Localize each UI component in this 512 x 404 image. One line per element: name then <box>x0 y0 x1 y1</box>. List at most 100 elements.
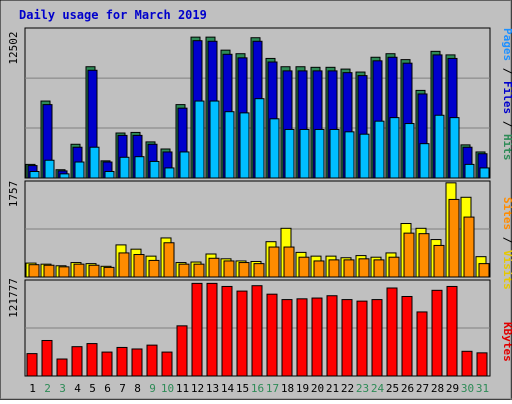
bar-pages <box>149 160 160 179</box>
legend-segment: / <box>501 61 512 81</box>
bar-pages <box>194 100 205 179</box>
bar-sites <box>238 262 250 278</box>
bar-pages <box>44 159 55 179</box>
legend-segment: Visits <box>501 250 512 290</box>
bar-kbytes <box>281 299 293 377</box>
bar-kbytes <box>401 295 413 377</box>
bar-sites <box>433 244 445 278</box>
bar-pages <box>359 133 370 179</box>
x-tick-label: 3 <box>59 382 66 395</box>
bar-sites <box>313 260 325 278</box>
bar-pages <box>299 128 310 179</box>
x-tick-label: 11 <box>176 382 189 395</box>
bar-pages <box>104 170 115 179</box>
bar-sites <box>403 232 415 278</box>
bar-kbytes <box>26 353 38 377</box>
y-max-visits: 1757 <box>7 181 20 208</box>
bar-kbytes <box>41 339 53 377</box>
x-tick-label: 21 <box>326 382 339 395</box>
x-tick-label: 27 <box>416 382 429 395</box>
bar-sites <box>43 264 55 278</box>
bar-sites <box>448 198 460 278</box>
bar-kbytes <box>431 289 443 377</box>
bar-pages <box>59 173 70 179</box>
bar-sites <box>418 233 430 278</box>
bar-sites <box>58 266 70 278</box>
bar-sites <box>223 260 235 278</box>
bar-pages <box>389 117 400 179</box>
bar-sites <box>283 246 295 278</box>
bar-kbytes <box>236 290 248 377</box>
bar-sites <box>28 264 40 278</box>
bar-pages <box>179 151 190 179</box>
bar-kbytes <box>221 285 233 377</box>
bar-kbytes <box>371 299 383 377</box>
x-tick-label: 28 <box>431 382 444 395</box>
bar-kbytes <box>56 358 68 377</box>
bar-pages <box>209 100 220 179</box>
bar-sites <box>193 263 205 278</box>
bar-kbytes <box>356 300 368 377</box>
bar-kbytes <box>311 297 323 377</box>
x-tick-label: 18 <box>281 382 294 395</box>
bar-sites <box>118 252 130 278</box>
y-max-kbytes: 121777 <box>7 278 20 318</box>
bar-sites <box>268 246 280 278</box>
x-tick-label: 31 <box>476 382 489 395</box>
x-tick-label: 13 <box>206 382 219 395</box>
bar-kbytes <box>71 346 83 377</box>
bar-kbytes <box>86 343 98 377</box>
bar-pages <box>374 120 385 179</box>
y-max-hits: 12502 <box>7 31 20 64</box>
x-tick-label: 2 <box>44 382 51 395</box>
x-tick-label: 12 <box>191 382 204 395</box>
x-tick-label: 4 <box>74 382 81 395</box>
bar-pages <box>464 163 475 179</box>
bar-kbytes <box>446 285 458 377</box>
bar-kbytes <box>116 346 128 377</box>
x-tick-label: 30 <box>461 382 474 395</box>
bar-kbytes <box>476 352 488 377</box>
x-tick-label: 6 <box>104 382 111 395</box>
x-tick-label: 20 <box>311 382 324 395</box>
bar-pages <box>89 146 100 179</box>
bar-pages <box>29 170 40 179</box>
bar-sites <box>103 266 115 278</box>
bar-pages <box>419 143 430 179</box>
bar-kbytes <box>266 293 278 377</box>
bar-kbytes <box>296 298 308 377</box>
bar-sites <box>178 263 190 278</box>
x-tick-label: 14 <box>221 382 235 395</box>
legend-kbytes: KBytes <box>501 322 512 362</box>
bar-pages <box>134 156 145 179</box>
bar-sites <box>388 256 400 278</box>
bar-pages <box>314 128 325 179</box>
legend-sites-visits: Sites / Visits <box>501 197 512 290</box>
bar-pages <box>254 98 265 179</box>
bar-pages <box>164 167 175 179</box>
bar-pages <box>449 117 460 179</box>
bar-sites <box>298 256 310 278</box>
x-tick-label: 17 <box>266 382 279 395</box>
bar-sites <box>478 263 490 278</box>
x-tick-label: 29 <box>446 382 459 395</box>
bar-kbytes <box>101 351 113 377</box>
x-tick-label: 9 <box>149 382 156 395</box>
legend-segment: Files <box>501 81 512 114</box>
x-tick-label: 15 <box>236 382 249 395</box>
x-tick-label: 16 <box>251 382 264 395</box>
bar-pages <box>404 123 415 179</box>
x-tick-label: 1 <box>29 382 36 395</box>
bar-pages <box>329 128 340 179</box>
chart-title: Daily usage for March 2019 <box>19 8 207 22</box>
legend-segment: Sites <box>501 197 512 230</box>
x-tick-label: 19 <box>296 382 309 395</box>
bar-pages <box>239 112 250 179</box>
legend-segment: / <box>501 230 512 250</box>
bar-sites <box>253 263 265 278</box>
bar-pages <box>344 131 355 179</box>
x-tick-label: 26 <box>401 382 414 395</box>
bar-pages <box>74 161 85 179</box>
